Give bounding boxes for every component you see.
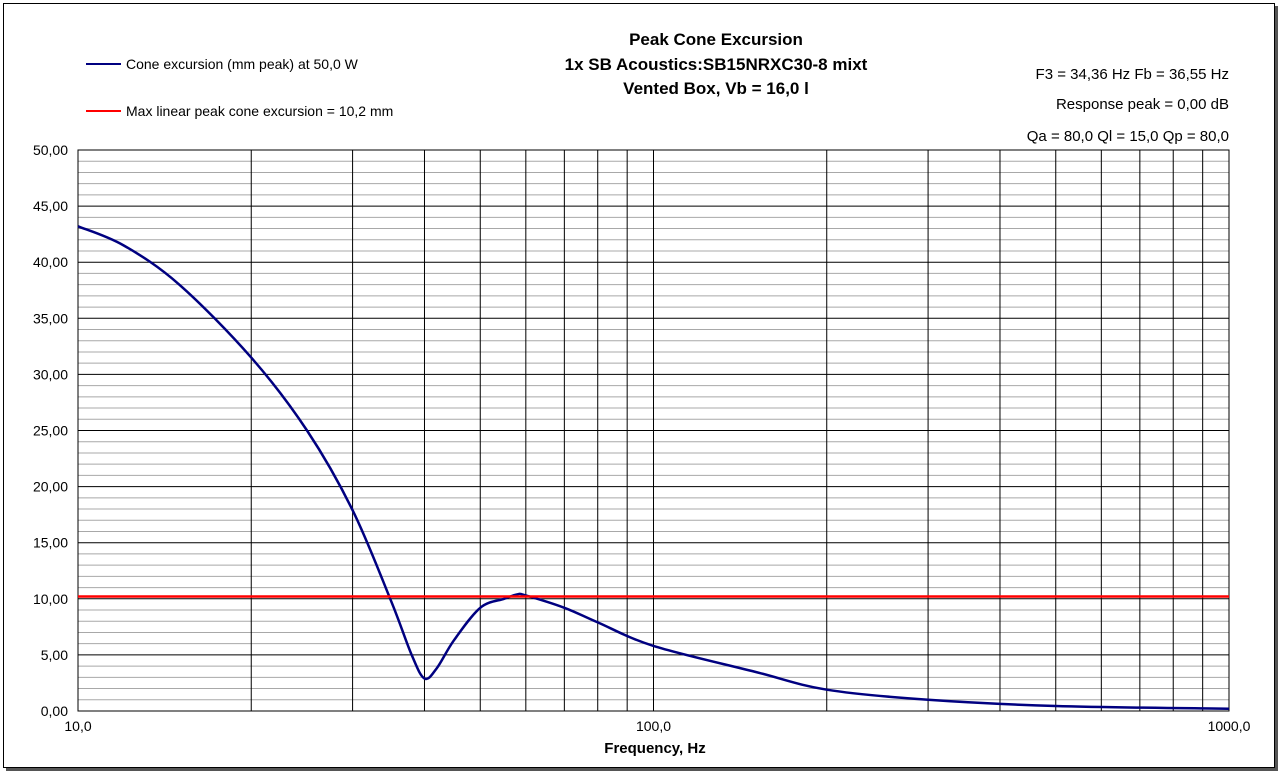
annotation-f3-fb: F3 = 34,36 Hz Fb = 36,55 Hz	[1036, 66, 1229, 83]
y-tick-label: 5,00	[41, 647, 68, 663]
y-tick-label: 35,00	[33, 310, 68, 326]
x-tick-label: 10,0	[64, 718, 91, 734]
chart-title-line-3: Vented Box, Vb = 16,0 l	[623, 79, 809, 98]
legend-label-excursion: Cone excursion (mm peak) at 50,0 W	[126, 56, 359, 72]
cone-excursion-line	[77, 225, 1230, 711]
chart-title-line-1: Peak Cone Excursion	[629, 30, 803, 49]
y-tick-label: 45,00	[33, 198, 68, 214]
series-group	[77, 225, 1230, 711]
grid	[77, 149, 1230, 712]
y-tick-label: 10,00	[33, 591, 68, 607]
annotation-q-values: Qa = 80,0 Ql = 15,0 Qp = 80,0	[1027, 128, 1229, 145]
y-tick-label: 15,00	[33, 535, 68, 551]
y-tick-label: 50,00	[33, 142, 68, 158]
y-tick-label: 30,00	[33, 366, 68, 382]
x-tick-label: 1000,0	[1208, 718, 1251, 734]
labels-group: 0,00 5,00 10,00 15,00 20,00 25,00 30,00 35,00 40…	[33, 142, 1251, 734]
y-tick-label: 40,00	[33, 254, 68, 270]
legend-label-max-linear: Max linear peak cone excursion = 10,2 mm	[126, 103, 393, 119]
plot-area-border	[77, 149, 1230, 712]
chart-title-line-2: 1x SB Acoustics:SB15NRXC30-8 mixt	[565, 55, 868, 74]
y-tick-label: 0,00	[41, 703, 68, 719]
y-tick-label: 20,00	[33, 479, 68, 495]
x-axis-label: Frequency, Hz	[604, 740, 705, 757]
annotation-response-peak: Response peak = 0,00 dB	[1056, 96, 1229, 113]
y-tick-label: 25,00	[33, 423, 68, 439]
x-tick-label: 100,0	[636, 718, 671, 734]
